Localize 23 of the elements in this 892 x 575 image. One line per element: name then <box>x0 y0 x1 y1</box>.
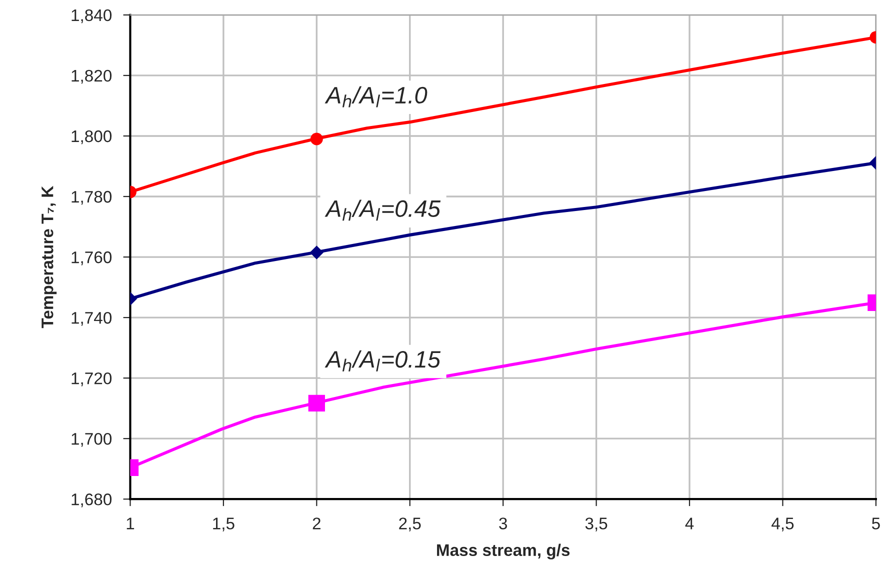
y-tick-label: 1,700 <box>72 432 112 447</box>
x-tick-label: 2,5 <box>399 518 421 532</box>
x-tick-label: 4 <box>685 518 694 530</box>
series-label: A$_{h}$/A$_{l}$=0.15 <box>324 350 441 372</box>
y-tick-label: 1,740 <box>72 312 112 326</box>
y-tick-label: 1,800 <box>72 130 112 144</box>
x-tick-label: 1 <box>126 518 134 530</box>
y-tick-label: 1,720 <box>72 372 112 386</box>
x-tick-label: 3 <box>499 518 507 530</box>
x-tick-label: 5 <box>872 518 880 530</box>
y-axis-title: Temperature T₇, K <box>42 186 57 328</box>
x-axis-title: Mass stream, g/s <box>437 544 570 560</box>
x-tick-label: 3,5 <box>585 518 608 532</box>
y-tick-label: 1,680 <box>72 494 112 508</box>
y-tick-label: 1,840 <box>72 9 112 24</box>
series-label: A$_{h}$/A$_{l}$=1.0 <box>324 86 428 108</box>
x-tick-label: 2 <box>312 518 320 530</box>
y-tick-label: 1,780 <box>72 190 112 205</box>
y-tick-label: 1,820 <box>72 70 112 84</box>
x-tick-label: 1,5 <box>213 518 234 532</box>
x-tick-label: 4,5 <box>772 518 794 532</box>
y-tick-label: 1,760 <box>72 251 112 266</box>
series-label: A$_{h}$/A$_{l}$=0.45 <box>324 200 441 221</box>
